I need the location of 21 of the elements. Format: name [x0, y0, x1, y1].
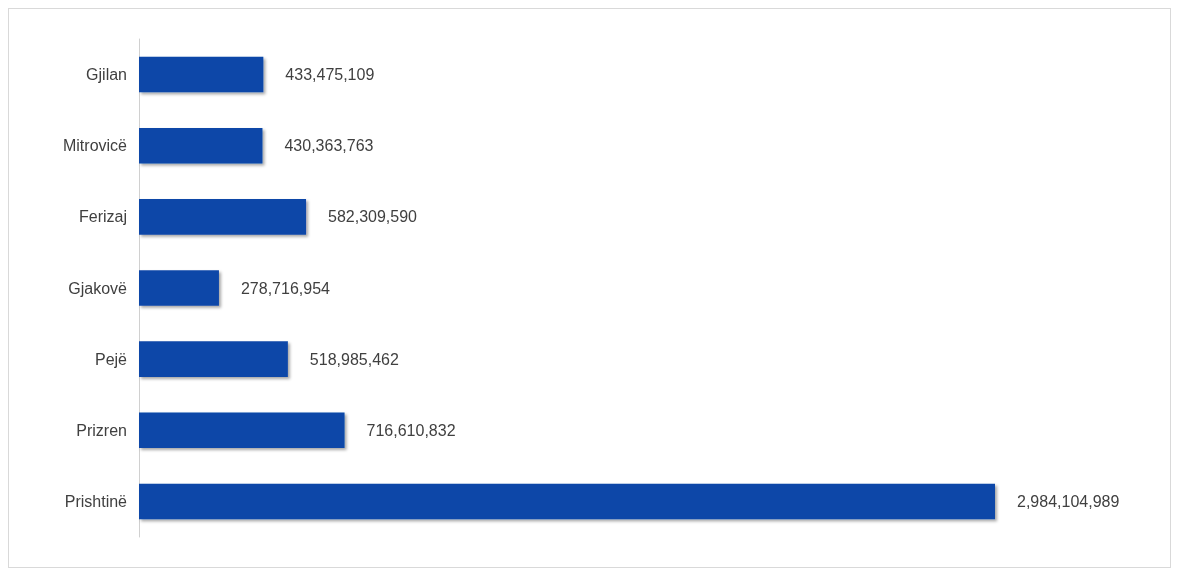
y-tick-label: Ferizaj: [78, 208, 127, 226]
y-tick-label: Mitrovicë: [62, 137, 128, 155]
data-label: 278,716,954: [240, 279, 331, 297]
bar: [139, 199, 307, 235]
y-tick-label: Pejë: [94, 350, 128, 368]
bar: [139, 127, 263, 164]
bar: [139, 483, 995, 520]
data-label: 2,984,104,989: [1017, 492, 1120, 510]
y-tick-label: Gjakovë: [68, 279, 128, 297]
bar: [139, 412, 345, 449]
y-tick-label: Prizren: [76, 421, 127, 439]
data-label: 430,363,763: [284, 137, 374, 155]
y-tick-label: Prishtinë: [64, 492, 128, 510]
data-label: 716,610,832: [366, 421, 456, 439]
data-label: 433,475,109: [285, 66, 375, 84]
bar: [139, 270, 219, 306]
y-tick-label: Gjilan: [86, 66, 127, 84]
bar: [139, 341, 288, 377]
data-label: 582,309,590: [328, 208, 418, 226]
data-label: 518,985,462: [309, 350, 399, 368]
bar: [139, 56, 264, 93]
